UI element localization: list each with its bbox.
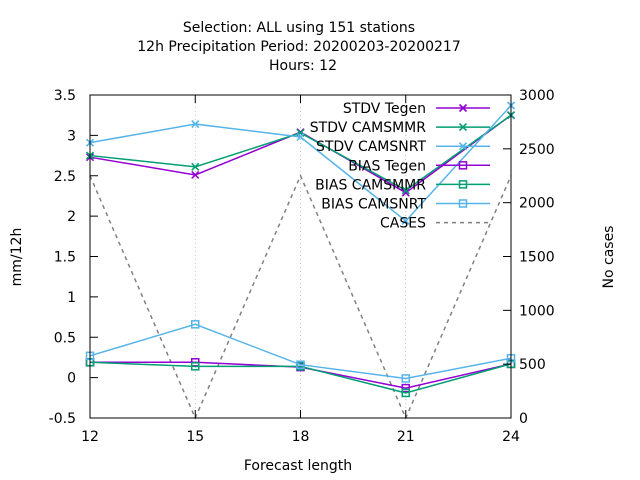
data-point-square bbox=[458, 199, 468, 208]
legend-label: BIAS CAMSNRT bbox=[321, 197, 426, 213]
legend-label: CASES bbox=[380, 216, 426, 232]
data-point-square bbox=[191, 362, 200, 371]
data-point-cross bbox=[401, 188, 410, 197]
series-cases bbox=[89, 173, 512, 420]
y-tick-label: 3.5 bbox=[54, 88, 76, 104]
y2-tick-label: 2000 bbox=[519, 196, 555, 212]
x-axis-label: Forecast length bbox=[244, 458, 352, 474]
legend-label: STDV CAMSNRT bbox=[316, 139, 427, 155]
y2-tick-label: 3000 bbox=[519, 88, 555, 104]
data-point-cross bbox=[401, 186, 410, 195]
tick-labels: -0.5 0 0.5 1 1.5 2 2.5 3 3.5 0 500 1000 1500 2000 2500… bbox=[49, 88, 555, 445]
series-line bbox=[89, 323, 512, 380]
y2-tick-label: 2500 bbox=[519, 142, 555, 158]
data-point-cross bbox=[296, 132, 305, 142]
chart-title-line-1: Selection: ALL using 151 stations bbox=[183, 20, 415, 36]
legend-entry: BIAS CAMSMMR bbox=[315, 177, 490, 193]
y-tick-label: 2.5 bbox=[54, 169, 76, 185]
data-point-square bbox=[458, 180, 468, 189]
y-tick-label: 2 bbox=[67, 209, 76, 225]
data-point-cross bbox=[458, 103, 468, 113]
series-stdv-camsmmr bbox=[85, 111, 516, 195]
x-tick-label: 18 bbox=[292, 429, 310, 445]
data-point-cross bbox=[191, 120, 200, 129]
data-point-cross bbox=[401, 216, 410, 226]
x-tick-label: 15 bbox=[186, 429, 204, 445]
y-tick-label: 1 bbox=[67, 290, 76, 306]
x-tick-label: 12 bbox=[81, 429, 99, 445]
legend-entry: BIAS Tegen bbox=[348, 158, 490, 174]
x-tick-label: 21 bbox=[397, 429, 415, 445]
legend-entry: STDV CAMSNRT bbox=[316, 139, 490, 155]
series-line bbox=[89, 173, 512, 420]
y-tick-label: 0 bbox=[67, 371, 76, 387]
data-point-square bbox=[191, 320, 200, 329]
legend-label: STDV Tegen bbox=[343, 101, 426, 117]
chart-title-line-2: 12h Precipitation Period: 20200203-20200… bbox=[137, 39, 460, 55]
legend-entry: BIAS CAMSNRT bbox=[321, 197, 490, 213]
legend-entry: CASES bbox=[380, 216, 490, 232]
y2-tick-label: 1500 bbox=[519, 250, 555, 266]
data-point-square bbox=[401, 374, 410, 383]
data-point-cross bbox=[191, 170, 200, 180]
y-tick-label: 3 bbox=[67, 128, 76, 144]
legend-label: STDV CAMSMMR bbox=[310, 120, 426, 136]
data-point-cross bbox=[458, 123, 468, 132]
y2-tick-label: 0 bbox=[519, 411, 528, 427]
x-tick-label: 24 bbox=[502, 429, 520, 445]
y-tick-label: 0.5 bbox=[54, 330, 76, 346]
data-point-square bbox=[401, 388, 410, 398]
y2-tick-label: 1000 bbox=[519, 303, 555, 319]
data-point-cross bbox=[191, 162, 200, 171]
data-point-cross bbox=[458, 142, 468, 151]
y2-tick-label: 500 bbox=[519, 357, 546, 373]
y-axis-label: mm/12h bbox=[9, 228, 25, 287]
y-tick-label: -0.5 bbox=[49, 411, 76, 427]
legend-entry: STDV CAMSMMR bbox=[310, 120, 490, 136]
legend-entry: STDV Tegen bbox=[343, 101, 490, 117]
axes bbox=[89, 94, 512, 419]
legend-label: BIAS CAMSMMR bbox=[315, 177, 426, 193]
data-point-square bbox=[401, 383, 410, 393]
data-point-square bbox=[296, 360, 305, 369]
y-tick-label: 1.5 bbox=[54, 250, 76, 266]
data-point-square bbox=[458, 161, 468, 170]
chart-title-line-3: Hours: 12 bbox=[269, 58, 337, 74]
y2-axis-label: No cases bbox=[601, 226, 617, 289]
legend: STDV Tegen STDV CAMSMMR STDV CAMSNRT BIAS T… bbox=[310, 101, 490, 232]
legend-label: BIAS Tegen bbox=[348, 158, 426, 174]
series-line bbox=[89, 361, 512, 394]
series-bias-camsnrt bbox=[85, 320, 516, 383]
series-line bbox=[90, 361, 512, 389]
